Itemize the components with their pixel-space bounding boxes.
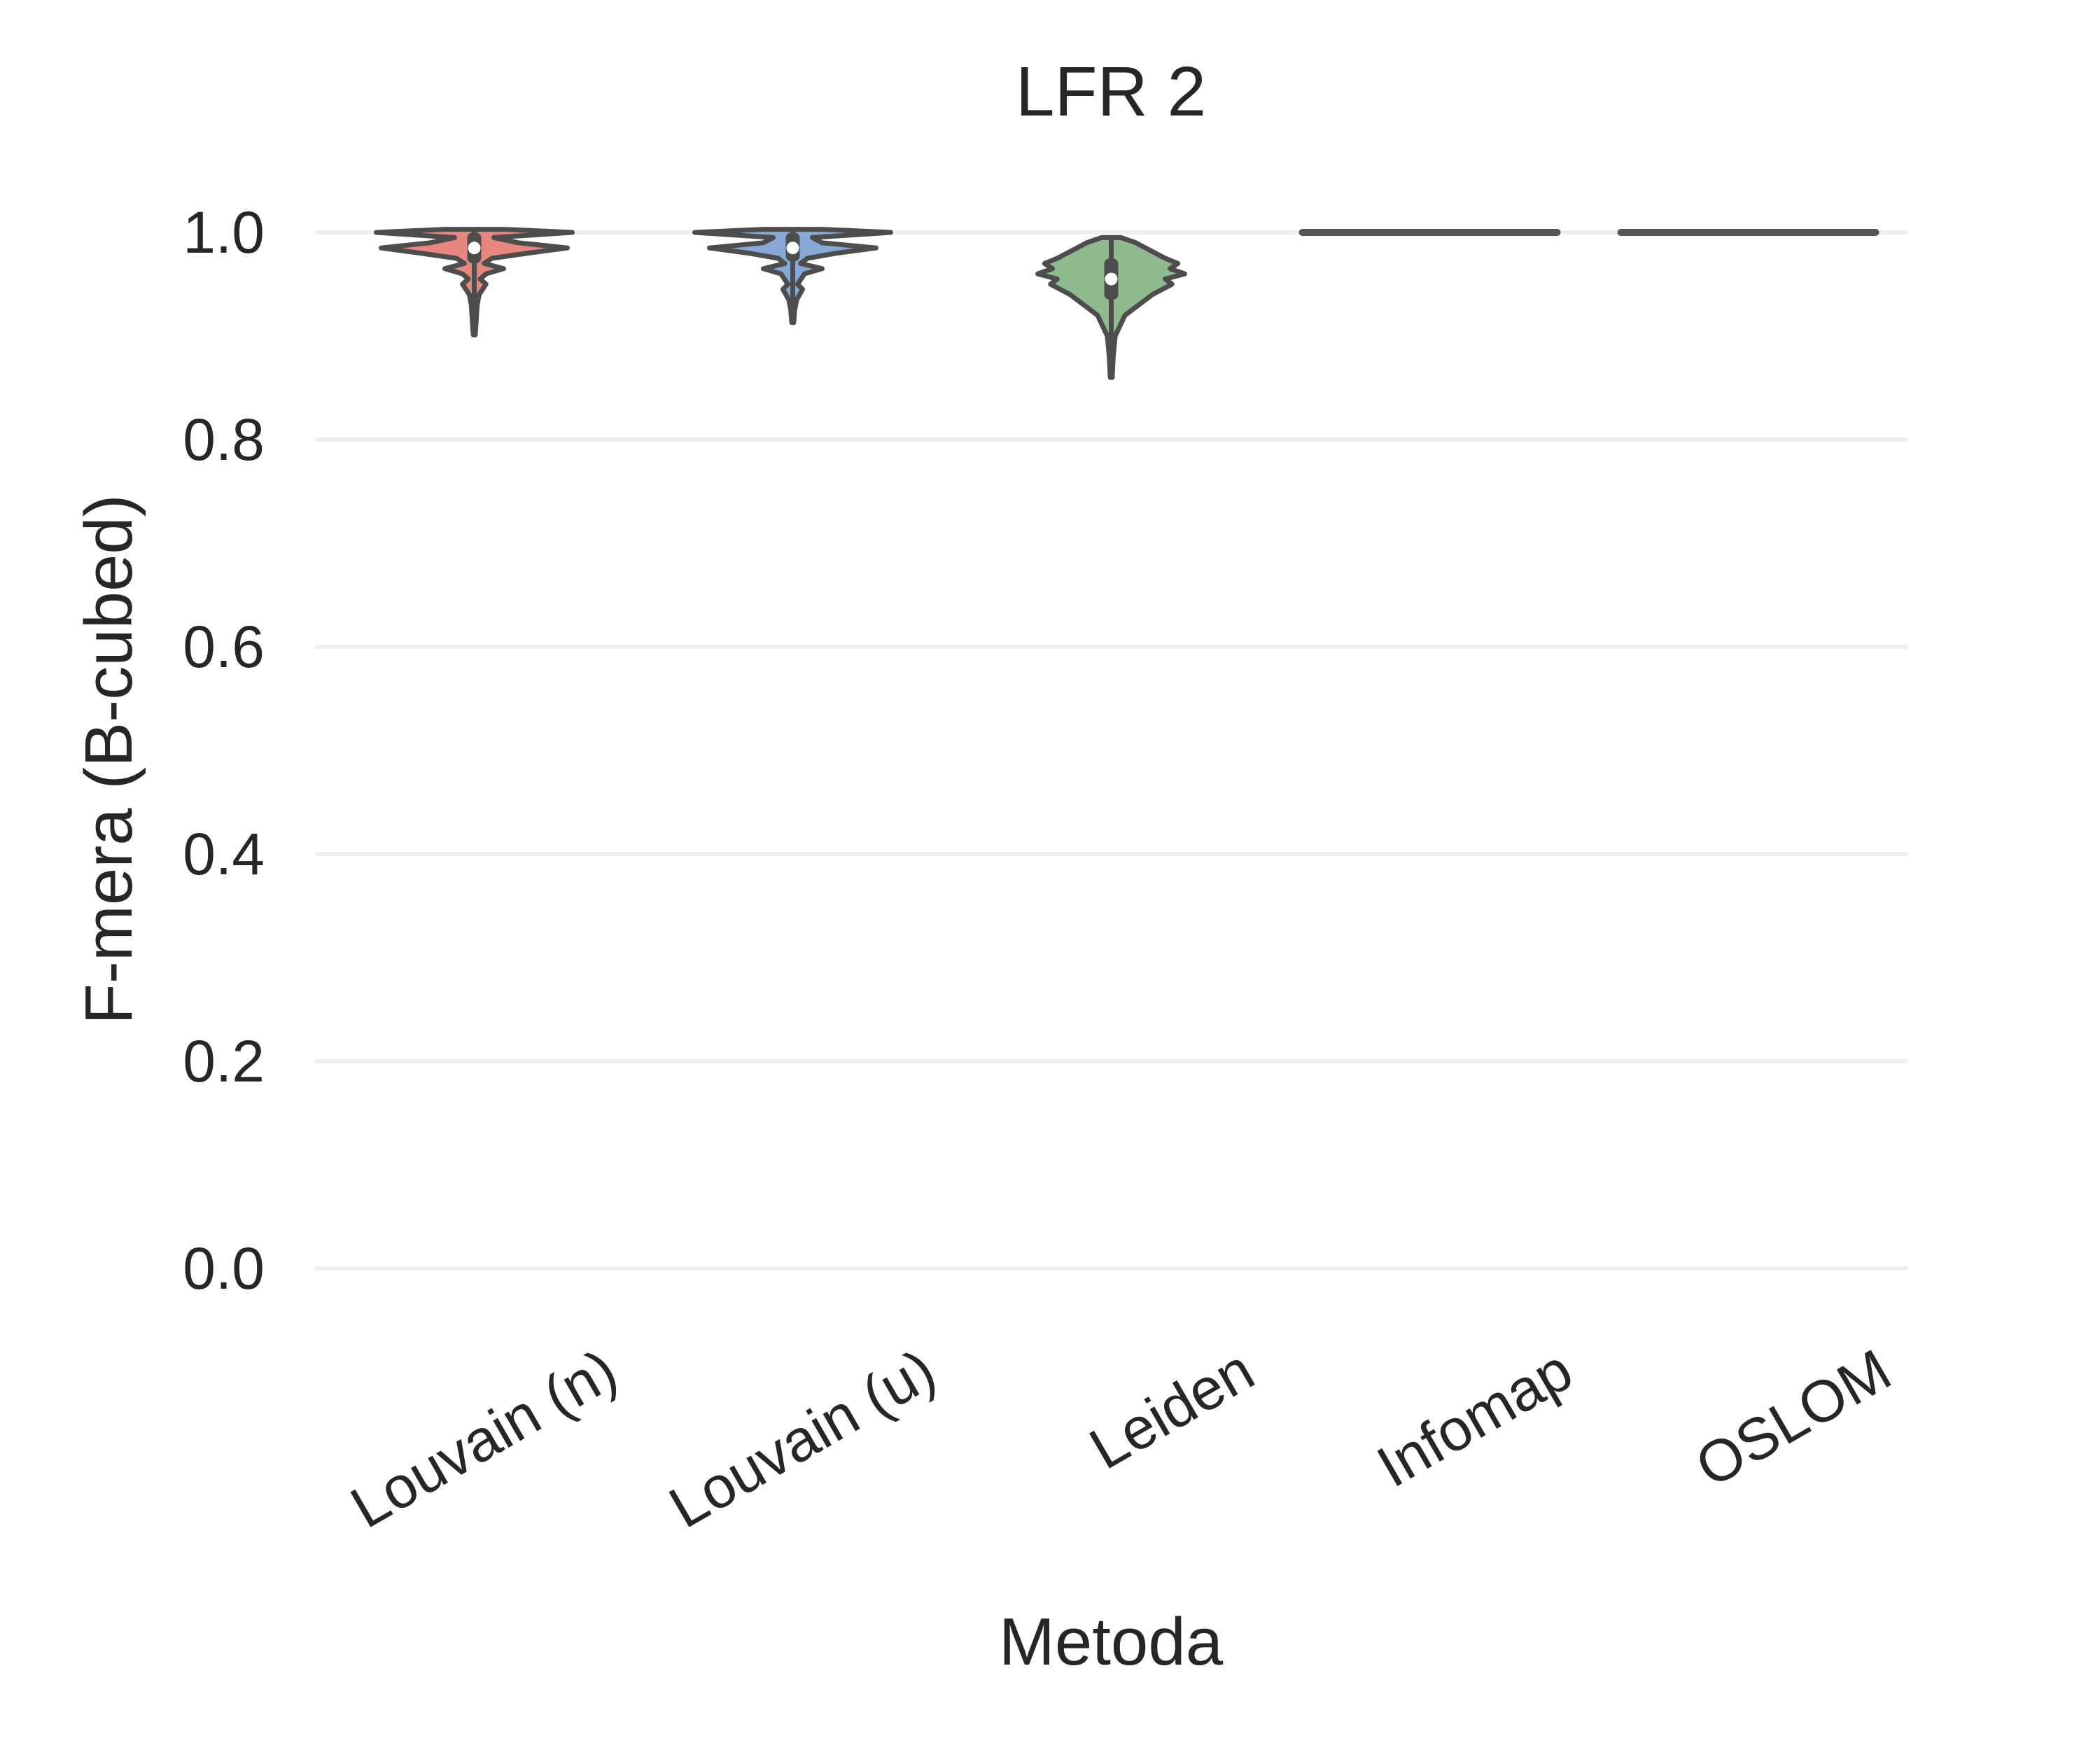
y-tick-labels: 0.0 0.2 0.4 0.6 0.8 1.0 — [183, 200, 265, 1301]
x-axis-title: Metoda — [999, 1604, 1224, 1679]
y-tick-label: 0.2 — [183, 1028, 265, 1094]
y-tick-label: 0.4 — [183, 821, 265, 887]
violins — [374, 227, 1879, 380]
y-axis-title: F-mera (B-cubed) — [71, 494, 146, 1025]
y-tick-label: 0.6 — [183, 614, 265, 680]
y-tick-label: 1.0 — [183, 200, 265, 265]
grid-lines — [315, 230, 1907, 1270]
chart-title: LFR 2 — [1016, 52, 1206, 131]
violin-2 — [1035, 234, 1187, 380]
x-tick-label: Louvain (n) — [340, 1336, 628, 1541]
violin-0 — [374, 227, 575, 338]
x-tick-label: Leiden — [1079, 1336, 1264, 1482]
x-tick-labels: Louvain (n) Louvain (u) Leiden Infomap OSLOM — [340, 1336, 1902, 1541]
y-tick-label: 0.8 — [183, 407, 265, 472]
violin-median-dot — [468, 241, 481, 255]
y-tick-label: 0.0 — [183, 1236, 265, 1301]
x-tick-label: Infomap — [1366, 1336, 1583, 1499]
violin-median-dot — [786, 241, 799, 255]
x-tick-label: Louvain (u) — [659, 1336, 946, 1541]
x-tick-label: OSLOM — [1685, 1336, 1902, 1499]
violin-median-dot — [1105, 272, 1118, 286]
violin-1 — [692, 227, 893, 326]
